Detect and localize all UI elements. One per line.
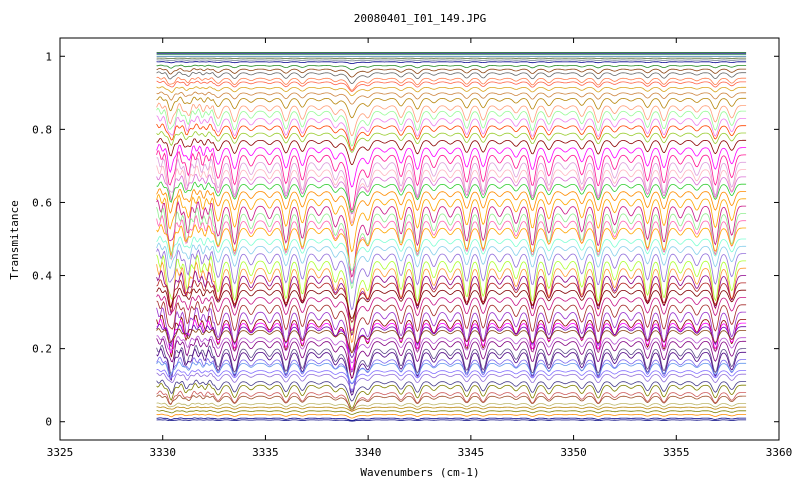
y-tick-label: 0 [45,416,52,429]
y-tick-label: 0.2 [32,343,52,356]
x-tick-label: 3355 [663,446,690,459]
spectrum-series-line [156,338,747,379]
plot-frame [59,37,780,441]
x-tick-label: 3330 [149,446,176,459]
spectrum-series-line [156,144,747,188]
spectrum-series-line [156,91,747,105]
spectrum-series-line [156,188,747,227]
spectrum-series-line [156,242,747,285]
chart-title: 20080401_I01_149.JPG [354,12,486,25]
spectrum-series-line [156,379,747,402]
spectrum-series-line [156,247,747,311]
spectrum-series-line [156,402,747,411]
spectrum-series-line [156,102,747,137]
spectrum-series-line [156,372,747,390]
y-tick-label: 0.4 [32,270,52,283]
spectrum-series-line [156,287,747,320]
spectrum-series-line [156,59,747,62]
spectrum-series-line [156,344,747,393]
spectrum-series-line [156,314,747,380]
spectrum-series-line [156,150,747,211]
y-tick-label: 0.6 [32,196,52,209]
spectrum-series-line [156,107,747,147]
spectrum-series-line [156,80,747,92]
y-axis: 0 0.2 0.4 0.6 0.8 1 [32,50,779,429]
spectrum-series-line [156,382,747,409]
spectrum-series-line [156,406,747,412]
spectrum-series-line [156,300,747,354]
spectrum-series-line [156,67,747,78]
spectrum-series-line [156,199,747,278]
spectrum-series-line [156,64,747,71]
spectrum-series-line [156,319,747,371]
spectrum-series-line [156,76,747,91]
spectrum-series-line [156,390,747,412]
spectrum-series-line [156,328,747,353]
y-axis-label: Transmitance [8,200,21,279]
spectrum-series-line [156,356,747,392]
spectrum-series-line [156,96,747,119]
spectrum-series-line [156,137,747,166]
x-axis-label: Wavenumbers (cm-1) [360,466,479,479]
spectrum-series-line [156,307,747,373]
x-tick-label: 3325 [47,446,74,459]
x-tick-label: 3335 [252,446,279,459]
spectrum-series-line [156,173,747,215]
spectrum-series-line [156,123,747,151]
spectrum-series-line [156,61,747,64]
spectrum-series-line [156,71,747,85]
spectrum-series-line [156,157,747,224]
y-tick-label: 1 [45,50,52,63]
spectrum-series-line [156,86,747,97]
x-tick-label: 3345 [458,446,485,459]
x-axis: 3325 3330 3335 3340 3345 3350 3355 3360 [47,38,793,459]
spectrum-series-line [156,368,747,385]
spectrum-series-line [156,410,747,415]
spectrum-series-line [156,394,747,411]
spectrum-series-line [156,361,747,384]
spectrum-series-line [156,181,747,213]
x-tick-label: 3350 [560,446,587,459]
spectrum-series-line [156,417,747,421]
x-tick-label: 3360 [766,446,793,459]
spectrum-series-line [156,419,747,422]
y-tick-label: 0.8 [32,123,52,136]
spectrum-series-line [156,214,747,284]
spectrum-series-line [156,115,747,152]
spectrum-series-line [156,193,747,253]
spectrum-series-line [156,335,747,364]
spectrum-series-line [156,413,747,419]
spectrum-series-line [156,278,747,323]
spectrum-series-line [156,57,747,60]
series-layer [156,52,747,422]
spectrum-series-line [156,235,747,271]
x-tick-label: 3340 [355,446,382,459]
spectrum-series-line [156,294,747,332]
spectrum-series-line [156,223,747,272]
spectrum-series-line [156,131,747,153]
spectrum-series-line [156,254,747,335]
